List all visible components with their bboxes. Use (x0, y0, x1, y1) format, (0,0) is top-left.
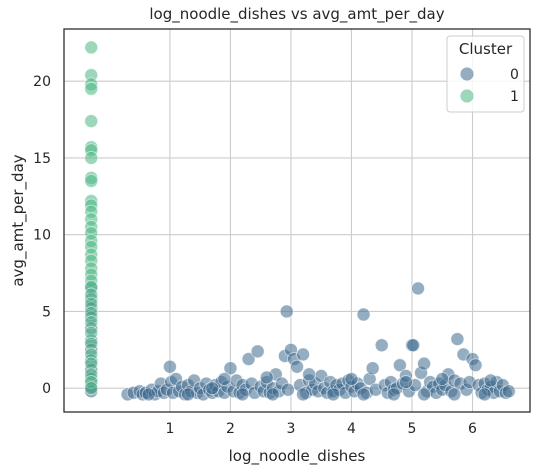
data-point-cluster-0 (447, 387, 462, 402)
data-point-cluster-0 (241, 352, 256, 366)
legend-label-cluster-1: 1 (510, 89, 519, 105)
data-point-cluster-0 (365, 361, 380, 376)
x-axis-title: log_noodle_dishes (229, 447, 366, 466)
chart-title: log_noodle_dishes vs avg_amt_per_day (149, 5, 444, 24)
legend-marker-cluster-0 (459, 66, 475, 82)
y-tick-labels: 0 5 10 15 20 (33, 74, 51, 397)
data-point-cluster-0 (296, 347, 310, 362)
data-point-cluster-0 (235, 387, 250, 402)
y-axis-title: avg_amt_per_day (9, 154, 28, 286)
data-point-cluster-0 (356, 307, 371, 322)
data-point-cluster-0 (290, 359, 304, 374)
x-tick-labels: 1 2 3 4 5 6 (165, 421, 477, 437)
data-point-cluster-0 (265, 387, 280, 402)
data-point-cluster-0 (141, 387, 156, 402)
data-point-cluster-0 (417, 356, 431, 371)
data-point-cluster-0 (181, 387, 195, 402)
data-point-cluster-0 (435, 372, 450, 386)
x-tick-label: 6 (468, 421, 477, 437)
x-tick-label: 5 (408, 421, 417, 437)
data-point-cluster-0 (477, 387, 492, 402)
data-point-cluster-0 (483, 373, 498, 388)
x-tick-label: 4 (347, 421, 356, 437)
data-point-cluster-0 (468, 358, 483, 373)
data-points (84, 40, 516, 402)
y-tick-label: 0 (42, 381, 51, 397)
legend: Cluster 01 (446, 35, 525, 113)
data-point-cluster-0 (392, 358, 407, 373)
data-point-cluster-0 (417, 387, 431, 402)
data-point-cluster-0 (217, 372, 232, 386)
data-point-cluster-0 (450, 332, 465, 346)
legend-title: Cluster (459, 40, 513, 58)
data-point-cluster-1 (84, 114, 99, 129)
x-tick-label: 3 (286, 421, 295, 437)
data-point-cluster-1 (84, 174, 99, 188)
data-point-cluster-0 (411, 281, 425, 296)
data-point-cluster-0 (296, 387, 310, 402)
data-point-cluster-0 (326, 387, 341, 402)
data-point-cluster-0 (399, 375, 413, 389)
y-tick-label: 20 (33, 74, 51, 90)
data-point-cluster-0 (259, 370, 274, 385)
data-point-cluster-0 (501, 384, 516, 399)
data-point-cluster-1 (84, 81, 99, 96)
x-tick-label: 2 (226, 421, 235, 437)
data-point-cluster-0 (386, 387, 401, 402)
data-point-cluster-0 (406, 338, 421, 353)
legend-entries: 01 (459, 66, 519, 105)
y-tick-label: 15 (33, 151, 51, 167)
legend-label-cluster-0: 0 (510, 67, 519, 83)
y-tick-label: 10 (33, 228, 51, 244)
data-point-cluster-0 (356, 387, 371, 402)
legend-marker-cluster-1 (459, 88, 475, 104)
data-point-cluster-0 (250, 344, 265, 359)
data-point-cluster-0 (281, 382, 295, 397)
data-point-cluster-0 (205, 381, 220, 396)
data-point-cluster-0 (163, 359, 177, 374)
y-tick-label: 5 (42, 304, 51, 320)
data-point-cluster-1 (84, 40, 99, 55)
plot-frame (63, 28, 531, 413)
data-point-cluster-0 (374, 338, 389, 353)
data-point-cluster-0 (279, 304, 294, 319)
data-point-cluster-0 (223, 361, 238, 376)
data-point-cluster-1 (84, 381, 99, 396)
data-point-cluster-1 (84, 151, 99, 165)
x-tick-label: 1 (165, 421, 174, 437)
data-point-cluster-0 (344, 372, 359, 386)
data-point-cluster-0 (302, 367, 317, 382)
